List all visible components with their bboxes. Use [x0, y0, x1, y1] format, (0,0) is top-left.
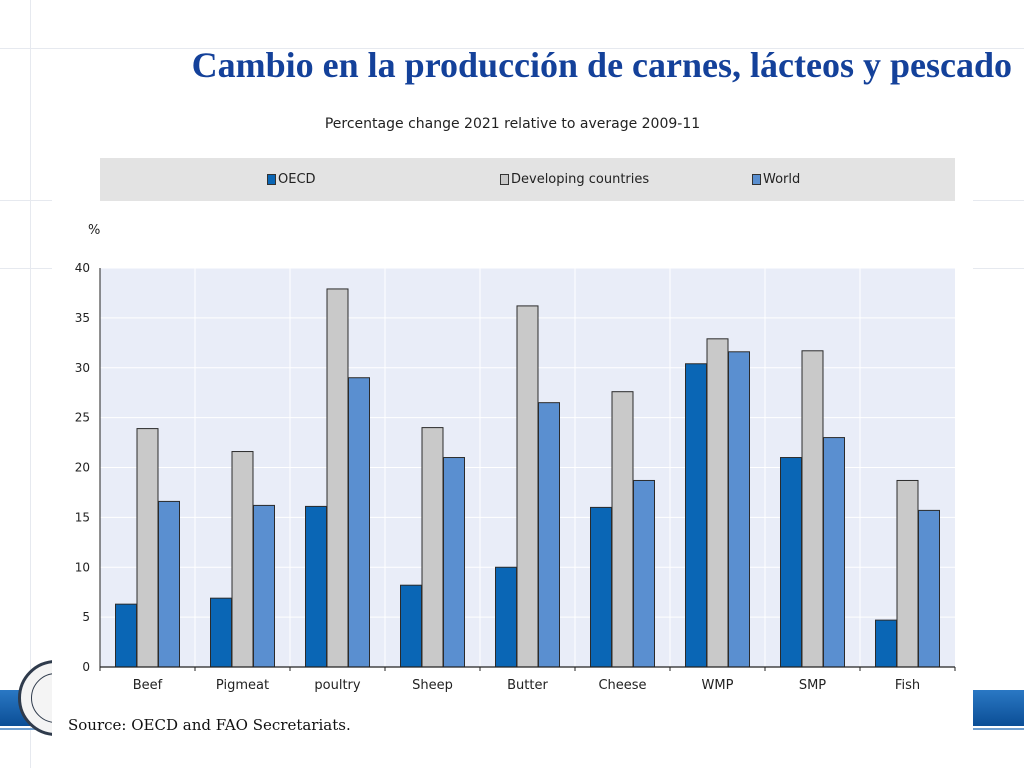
- slide-title: Cambio en la producción de carnes, lácte…: [0, 44, 1024, 86]
- bar-world-beef: [159, 501, 180, 667]
- bar-world-butter: [539, 403, 560, 667]
- bar-oecd-smp: [781, 458, 802, 667]
- x-tick-label: Sheep: [412, 678, 453, 693]
- x-tick-label: Cheese: [598, 678, 646, 693]
- y-tick-label: 15: [75, 510, 90, 524]
- bar-oecd-sheep: [401, 585, 422, 667]
- y-tick-label: 5: [82, 610, 90, 624]
- background-line: [30, 0, 31, 768]
- bar-chart: % 0 5 10 15 20 25 30 35 40 Beef Pigmeat poultry Shee…: [52, 110, 973, 710]
- bar-world-smp: [824, 438, 845, 667]
- bar-developing-countries-wmp: [707, 339, 728, 667]
- y-tick-label: 20: [75, 461, 90, 475]
- bar-developing-countries-smp: [802, 351, 823, 667]
- chart-card: Percentage change 2021 relative to avera…: [52, 110, 973, 746]
- bar-world-pigmeat: [254, 505, 275, 667]
- x-tick-label: WMP: [702, 678, 734, 693]
- bar-oecd-fish: [876, 620, 897, 667]
- y-tick-label: 0: [82, 660, 90, 674]
- bar-developing-countries-beef: [137, 429, 158, 667]
- bar-world-fish: [919, 510, 940, 667]
- x-tick-label: Pigmeat: [216, 678, 269, 693]
- bar-developing-countries-fish: [897, 480, 918, 667]
- bar-oecd-pigmeat: [211, 598, 232, 667]
- bar-oecd-beef: [116, 604, 137, 667]
- bar-developing-countries-sheep: [422, 428, 443, 667]
- bar-oecd-wmp: [686, 364, 707, 667]
- bar-world-wmp: [729, 352, 750, 667]
- y-tick-label: 35: [75, 311, 90, 325]
- bar-developing-countries-cheese: [612, 392, 633, 667]
- bar-oecd-butter: [496, 567, 517, 667]
- bar-world-poultry: [349, 378, 370, 667]
- x-tick-label: Beef: [133, 678, 163, 693]
- x-tick-label: SMP: [799, 678, 826, 693]
- y-tick-label: 25: [75, 411, 90, 425]
- bar-developing-countries-poultry: [327, 289, 348, 667]
- source-note: Source: OECD and FAO Secretariats.: [68, 716, 351, 734]
- y-tick-label: 10: [75, 560, 90, 574]
- x-tick-label: poultry: [314, 678, 360, 693]
- y-tick-label: 30: [75, 361, 90, 375]
- bar-world-sheep: [444, 458, 465, 667]
- bar-oecd-poultry: [306, 506, 327, 667]
- x-tick-label: Fish: [895, 678, 920, 693]
- bar-developing-countries-pigmeat: [232, 452, 253, 667]
- y-tick-label: 40: [75, 261, 90, 275]
- bar-oecd-cheese: [591, 507, 612, 667]
- y-axis-label: %: [88, 223, 100, 238]
- bar-developing-countries-butter: [517, 306, 538, 667]
- x-tick-label: Butter: [507, 678, 548, 693]
- bar-world-cheese: [634, 480, 655, 667]
